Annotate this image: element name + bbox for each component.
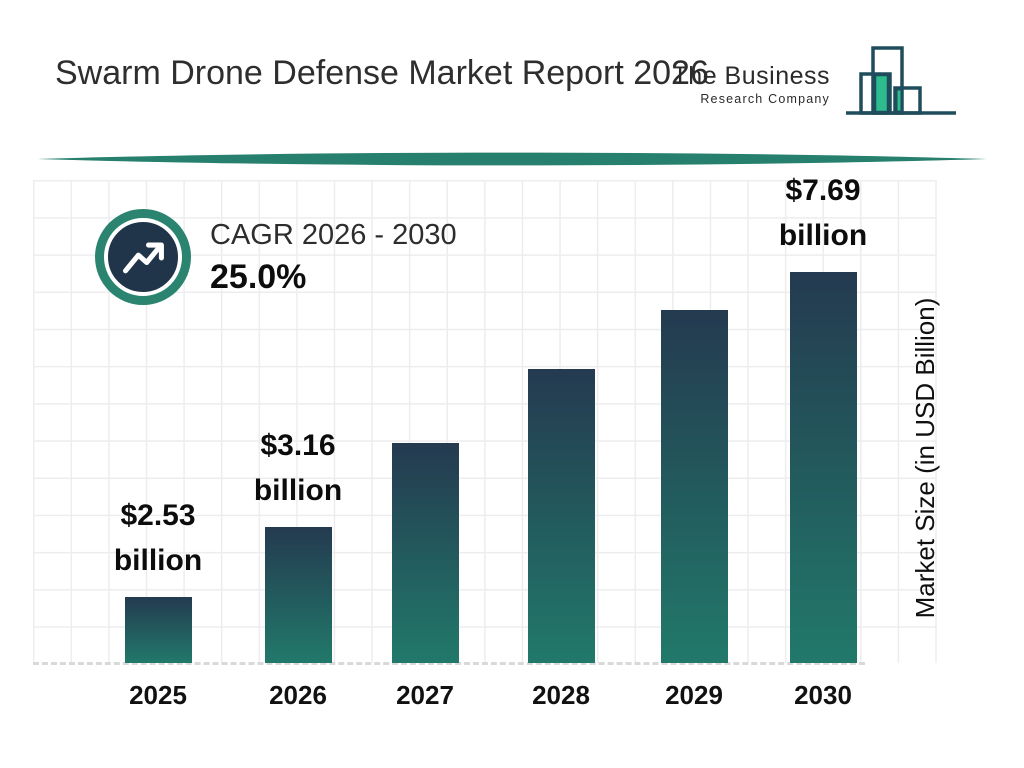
bar-value-unit: billion — [253, 474, 343, 507]
cagr-badge — [95, 209, 191, 305]
bar-value-label-2025: $2.53 billion — [43, 493, 273, 583]
bar-slot-2028: 2028 — [527, 180, 595, 710]
bar-2030 — [789, 272, 857, 663]
bar-value-unit: billion — [778, 219, 868, 252]
logo-text-primary: The Business — [672, 62, 830, 90]
bar-2027 — [391, 443, 459, 663]
x-tick-2025: 2025 — [129, 680, 187, 710]
cagr-badge-circle — [104, 218, 182, 296]
divider-line — [37, 152, 987, 166]
x-axis-baseline — [33, 662, 865, 665]
bar-2029 — [660, 310, 728, 663]
logo-text: The Business Research Company — [673, 62, 830, 106]
x-tick-2029: 2029 — [665, 680, 723, 710]
company-logo: The Business Research Company — [673, 36, 990, 128]
x-tick-2030: 2030 — [794, 680, 852, 710]
x-tick-2028: 2028 — [532, 680, 590, 710]
x-tick-2026: 2026 — [269, 680, 327, 710]
cagr-label: CAGR 2026 - 2030 — [210, 219, 457, 251]
bar-slot-2029: 2029 — [660, 180, 728, 710]
bar-value-label-2030: $7.69 billion — [708, 168, 938, 258]
bar-value-unit: billion — [113, 544, 203, 577]
bar-2026 — [264, 527, 332, 663]
bar-value-label-2026: $3.16 billion — [183, 423, 413, 513]
bar-value-amount: $3.16 — [260, 429, 336, 462]
bar-value-amount: $7.69 — [785, 174, 861, 207]
y-axis-label: Market Size (in USD Billion) — [910, 297, 940, 619]
x-tick-2027: 2027 — [396, 680, 454, 710]
bar-value-amount: $2.53 — [120, 499, 196, 532]
logo-text-secondary: Research Company — [700, 92, 830, 106]
bar-slot-2025: $2.53 billion 2025 — [114, 180, 202, 710]
bar-slot-2030: $7.69 billion 2030 — [779, 174, 867, 710]
trending-up-icon — [122, 242, 164, 274]
bar-2025 — [124, 597, 192, 663]
logo-bars-icon — [846, 46, 956, 115]
page-title: Swarm Drone Defense Market Report 2026 — [55, 54, 709, 92]
cagr-value: 25.0% — [210, 258, 307, 296]
bar-2028 — [527, 369, 595, 663]
bar-slot-2027: 2027 — [391, 180, 459, 710]
bar-slot-2026: $3.16 billion 2026 — [254, 180, 342, 710]
